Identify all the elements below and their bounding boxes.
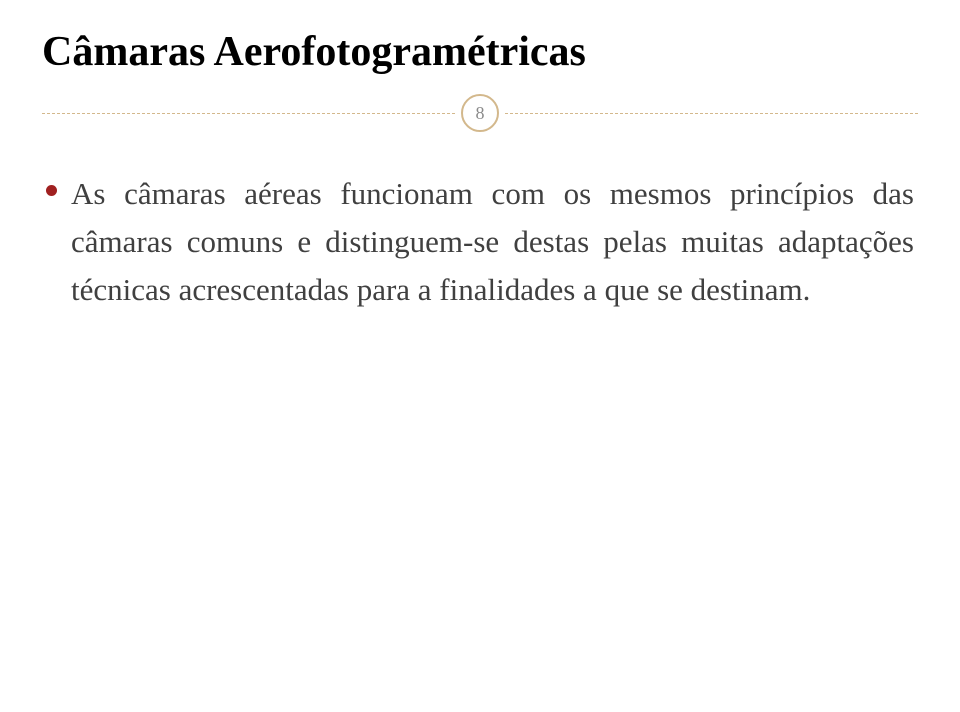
title-divider: 8 (42, 94, 918, 132)
dashline-left (42, 113, 455, 114)
dashline-right (505, 113, 918, 114)
slide-container: Câmaras Aerofotogramétricas 8 As câmaras… (0, 0, 960, 712)
page-number-badge: 8 (461, 94, 499, 132)
bullet-icon (46, 185, 57, 196)
slide-title: Câmaras Aerofotogramétricas (42, 28, 918, 76)
body-text: As câmaras aéreas funcionam com os mesmo… (71, 170, 914, 314)
body-content: As câmaras aéreas funcionam com os mesmo… (42, 170, 918, 314)
